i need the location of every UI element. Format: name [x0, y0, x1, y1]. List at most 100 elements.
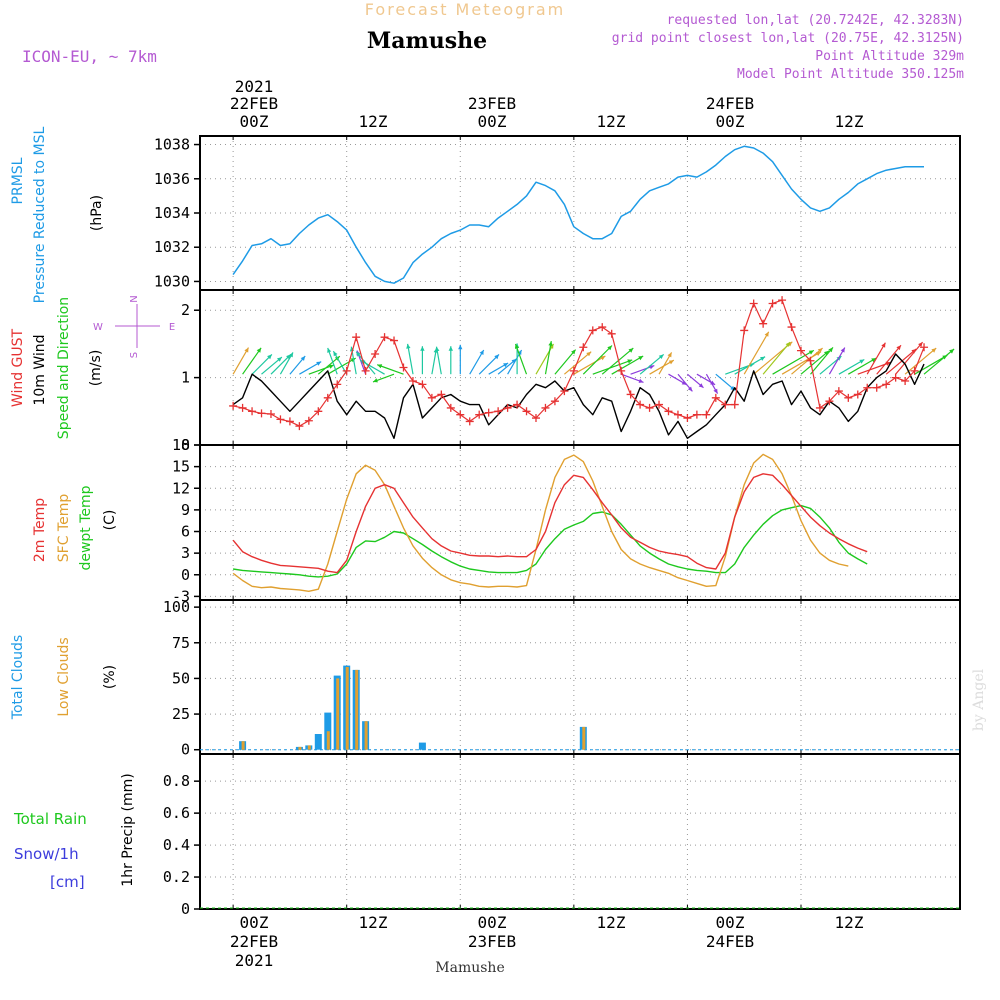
gust-point-3	[257, 409, 266, 418]
low-cloud-bar-12	[345, 667, 349, 750]
wind-arrow-1	[242, 347, 262, 375]
wind-arrow-head-59	[817, 348, 823, 353]
precip-ytick-label-0: 0	[181, 900, 190, 918]
gust-point-16	[380, 333, 389, 342]
gust-point-44	[645, 403, 654, 412]
wind-arrow-head-29	[517, 350, 522, 355]
gust-point-50	[702, 410, 711, 419]
gust-point-12	[342, 366, 351, 375]
gust-point-36	[569, 366, 578, 375]
gust-point-63	[825, 397, 834, 406]
wind-arrow-head-35	[586, 351, 592, 357]
temperature-ytick-label-5: 12	[172, 479, 190, 497]
wind-arrow-head-57	[808, 350, 814, 355]
gust-point-21	[427, 393, 436, 402]
snow-label: Snow/1h	[14, 845, 79, 863]
wind-arrow-head-23	[448, 346, 453, 351]
bottom-tick-label-1: 00Z	[240, 913, 269, 932]
gust-point-58	[778, 296, 787, 305]
temperature-panel: -3 0 3 6 9 12 15 18	[172, 436, 961, 605]
gust-point-25	[465, 417, 474, 426]
low-cloud-bar-10	[326, 731, 330, 750]
gust-point-72	[910, 366, 919, 375]
wind-arrow-head-63	[840, 347, 845, 353]
cloud-unit: (%)	[102, 665, 118, 689]
wind-arrow-head-11	[327, 347, 332, 353]
wind-arrow-head-69	[911, 349, 917, 354]
wind-arrow-head-68	[896, 345, 901, 351]
temperature-ytick-label-1: 0	[181, 566, 190, 584]
low-cloud-bar-13	[355, 669, 359, 750]
gust-point-20	[418, 380, 427, 389]
gust-point-62	[815, 403, 824, 412]
wind-arrow-67	[866, 342, 886, 375]
model-altitude: Model Point Altitude 350.125m	[737, 67, 964, 82]
gust-point-54	[740, 326, 749, 335]
credit-watermark: by Angel	[971, 668, 987, 731]
low-cloud-bar-1	[241, 741, 245, 750]
wind-arrow-head-39	[628, 348, 634, 353]
gust-point-73	[920, 343, 929, 352]
wind-arrow-73	[923, 348, 955, 375]
compass-west: W	[93, 322, 103, 333]
footer-location: Mamushe	[435, 960, 504, 976]
gust-point-40	[607, 329, 616, 338]
wind-arrow-head-26	[494, 354, 499, 360]
wind-arrow-19	[407, 343, 414, 375]
total-clouds-label: Total Clouds	[10, 635, 26, 720]
gust-point-55	[749, 299, 758, 308]
wind-ytick-label-0: 0	[181, 436, 190, 454]
wind-ytick-label-1: 1	[181, 369, 190, 387]
wind-arrow-head-22	[435, 346, 440, 352]
wind-arrow-head-37	[607, 345, 612, 351]
gust-point-14	[361, 366, 370, 375]
precip-ytick-label-4: 0.8	[163, 772, 190, 790]
gust-point-67	[863, 383, 872, 392]
gust-point-28	[494, 407, 503, 416]
gust-point-1	[238, 403, 247, 412]
gust-point-70	[891, 373, 900, 382]
gust-point-52	[721, 400, 730, 409]
wind-arrow-43	[639, 353, 665, 375]
gust-point-18	[399, 363, 408, 372]
gust-point-53	[730, 400, 739, 409]
gust-point-41	[617, 366, 626, 375]
low-cloud-bar-14	[364, 721, 368, 750]
wind-arrow-head-43	[658, 354, 664, 359]
top-year-label: 2021	[235, 77, 274, 96]
gust-point-48	[683, 414, 692, 423]
wind-arrow-0	[232, 347, 250, 375]
wind-arrow-26	[478, 353, 500, 375]
wind-arrow-4	[270, 353, 292, 375]
gust-point-13	[352, 333, 361, 342]
bottom-tick-label-6: 12Z	[835, 913, 864, 932]
gust-point-33	[541, 403, 550, 412]
gust-point-64	[834, 387, 843, 396]
t2m-line	[232, 473, 868, 574]
wind-arrow-head-70	[918, 342, 923, 347]
wind-arrow-2	[251, 353, 273, 375]
bottom-date-label-1: 22FEB	[230, 932, 278, 951]
point-altitude: Point Altitude 329m	[815, 49, 964, 64]
gust-point-46	[664, 407, 673, 416]
bottom-date-label-3: 24FEB	[706, 932, 754, 951]
wind-arrow-head-25	[479, 350, 484, 355]
gust-point-32	[531, 414, 540, 423]
gust-point-49	[692, 410, 701, 419]
wind-arrow-18	[376, 364, 404, 375]
gust-point-6	[285, 417, 294, 426]
gridpoint-coords: grid point closest lon,lat (20.75E, 42.3…	[612, 31, 964, 46]
bottom-tick-label-2: 12Z	[359, 913, 388, 932]
wind-arrow-63	[828, 347, 846, 375]
wind-arrow-16	[360, 359, 385, 375]
wind-arrow-39	[601, 347, 634, 375]
bottom-tick-label-4: 12Z	[597, 913, 626, 932]
gust-point-10	[323, 393, 332, 402]
gust-point-31	[522, 407, 531, 416]
bottom-year-label: 2021	[235, 951, 274, 970]
top-date-label-1: 22FEB	[230, 94, 278, 113]
wind-arrow-head-7	[316, 361, 322, 366]
gust-point-17	[390, 336, 399, 345]
clouds-panel: 0 25 50 75 100	[163, 598, 961, 759]
